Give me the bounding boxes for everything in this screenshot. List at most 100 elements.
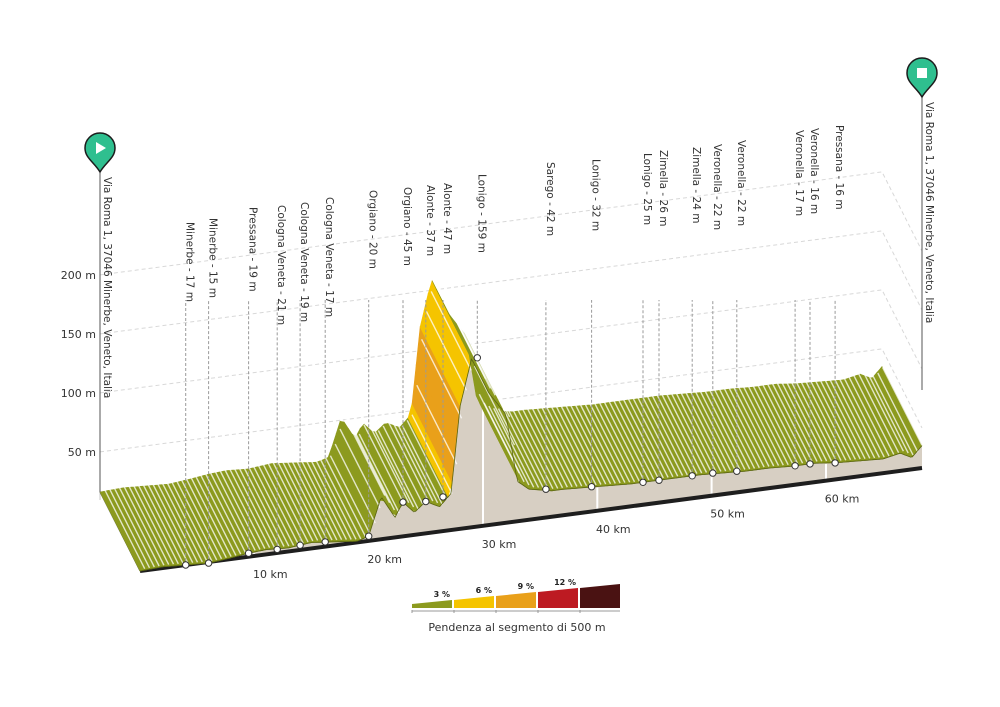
profile-top-surface	[99, 279, 924, 572]
surface-hatch	[104, 489, 146, 570]
surface-hatch	[310, 460, 352, 540]
waypoint-label: Lonigo - 159 m	[475, 174, 487, 253]
surface-hatch	[512, 409, 554, 490]
legend-label: 6 %	[476, 586, 492, 595]
surface-hatch	[493, 407, 535, 488]
surface-hatch	[137, 484, 179, 565]
legend: 3 % 6 % 9 % 12 % Pendenza al segmento di 500…	[411, 578, 620, 634]
surface-hatch	[598, 401, 640, 482]
surface-hatch	[459, 321, 501, 402]
surface-hatch	[296, 460, 338, 541]
surface-hatch	[363, 424, 405, 505]
waypoint-label: Sarego - 42 m	[544, 162, 556, 236]
surface-hatch	[300, 460, 343, 541]
waypoint-marker	[439, 493, 447, 501]
surface-hatch	[617, 399, 660, 480]
waypoint-label: Minerbe - 15 m	[207, 218, 219, 298]
waypoint-marker	[733, 467, 741, 475]
legend-label: 12 %	[554, 578, 576, 587]
waypoint-marker	[244, 549, 253, 557]
y-tick-label: 150 m	[61, 328, 96, 341]
surface-hatch	[517, 409, 559, 489]
surface-hatch	[665, 393, 708, 473]
surface-hatch	[709, 389, 751, 470]
surface-hatch	[752, 385, 794, 465]
surface-hatch	[190, 477, 232, 557]
surface-hatch	[560, 405, 602, 485]
surface-hatch	[224, 469, 266, 549]
surface-hatch	[449, 309, 492, 389]
surface-hatch	[877, 372, 919, 453]
waypoint-marker	[587, 483, 596, 491]
surface-hatch	[166, 482, 208, 562]
legend-swatch	[580, 584, 620, 608]
surface-hatch	[737, 386, 780, 466]
surface-hatch	[689, 391, 732, 471]
waypoint-label: Veronella - 17 m	[793, 130, 805, 216]
surface-hatch	[747, 385, 789, 466]
surface-hatch	[824, 379, 866, 460]
surface-hatch	[118, 486, 160, 567]
surface-hatch	[718, 388, 760, 469]
surface-hatch	[819, 379, 861, 460]
surface-hatch	[833, 378, 876, 459]
start-pin	[84, 132, 116, 174]
surface-hatch	[757, 384, 799, 465]
surface-hatch	[641, 396, 684, 476]
surface-hatch	[857, 373, 900, 454]
x-tick-label: 40 km	[596, 523, 631, 536]
waypoint-marker	[791, 462, 799, 470]
waypoint-marker	[365, 532, 373, 540]
waypoint-marker	[806, 460, 814, 468]
surface-hatch	[699, 390, 741, 471]
waypoint-marker	[831, 459, 839, 467]
surface-hatch	[497, 408, 540, 488]
surface-hatch	[123, 485, 165, 566]
surface-hatch	[867, 373, 909, 454]
surface-hatch	[536, 407, 578, 487]
surface-hatch	[176, 480, 218, 561]
surface-hatch	[348, 423, 391, 504]
waypoint-label: Veronella - 16 m	[808, 128, 820, 214]
waypoint-label: Alonte - 47 m	[441, 183, 453, 254]
y-tick-label: 50 m	[68, 446, 96, 459]
waypoint-label: Orgiano - 45 m	[401, 187, 413, 266]
surface-hatch	[579, 403, 621, 484]
surface-hatch	[305, 460, 348, 540]
waypoint-marker	[473, 354, 481, 362]
surface-hatch	[320, 459, 362, 540]
legend-swatch	[538, 588, 578, 608]
waypoint-label: Zimella - 24 m	[690, 147, 702, 223]
legend-swatch	[454, 596, 494, 608]
grid	[99, 171, 923, 453]
waypoint-label: Alonte - 37 m	[424, 185, 436, 256]
surface-hatch	[377, 430, 420, 510]
surface-hatch	[272, 461, 314, 542]
surface-hatch	[488, 405, 530, 486]
surface-hatch	[632, 397, 674, 478]
surface-hatch	[344, 416, 386, 496]
surface-hatch	[569, 404, 612, 485]
waypoint-marker	[688, 472, 696, 480]
surface-hatch	[209, 472, 252, 552]
surface-hatch	[545, 406, 588, 487]
waypoint-marker	[296, 541, 304, 549]
surface-hatch	[204, 473, 247, 554]
waypoint-marker	[273, 545, 281, 554]
grid-line	[99, 171, 923, 276]
surface-hatch	[142, 484, 184, 564]
surface-hatch	[219, 470, 261, 550]
waypoint-label: Minerbe - 17 m	[184, 222, 196, 302]
stop-icon	[917, 68, 927, 78]
surface-hatch	[881, 367, 924, 447]
surface-hatch	[521, 408, 564, 489]
surface-hatch	[872, 375, 914, 456]
surface-hatch	[555, 405, 597, 486]
surface-hatch	[829, 378, 871, 459]
x-tick-label: 60 km	[825, 493, 860, 506]
surface-hatch	[392, 421, 434, 502]
legend-label: 3 %	[434, 590, 450, 599]
surface-hatch	[396, 423, 439, 504]
surface-hatch	[608, 400, 650, 481]
